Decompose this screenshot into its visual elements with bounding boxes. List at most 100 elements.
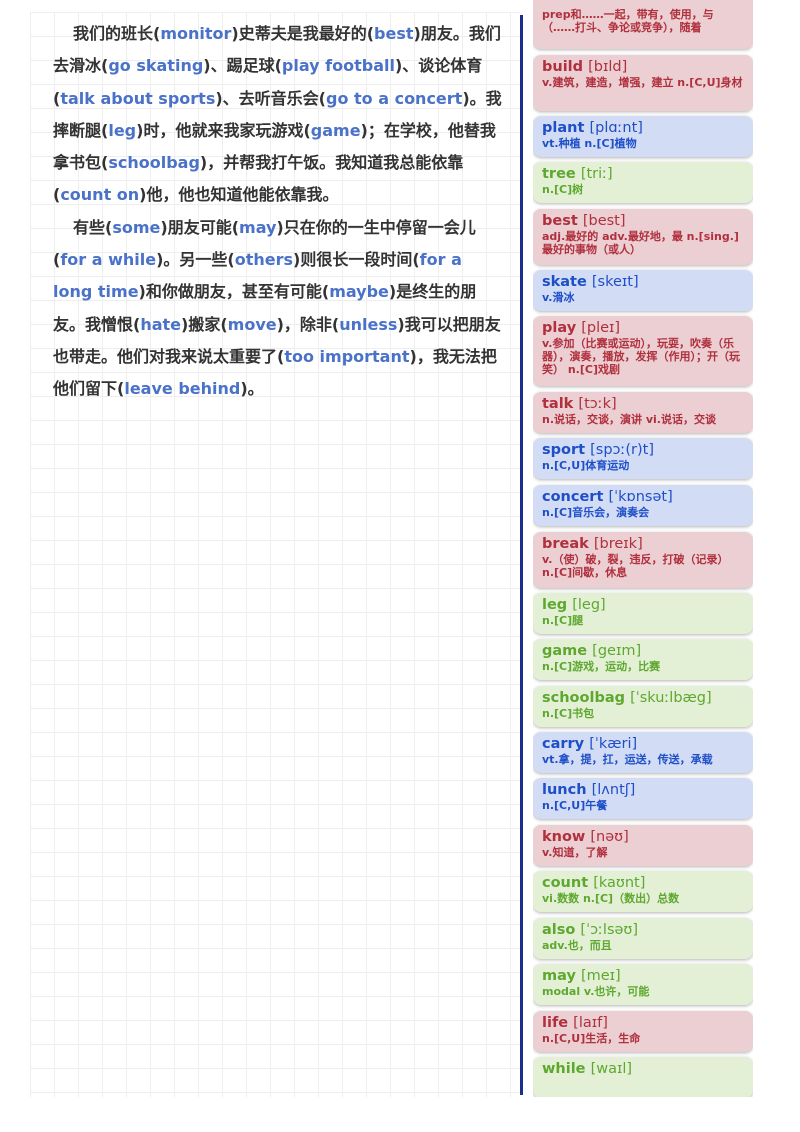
vocab-word: concert: [542, 489, 604, 505]
vocab-card: know [nəʊ] v.知道，了解: [533, 825, 753, 866]
vocab-word: know: [542, 829, 586, 845]
english-term: talk about sports: [60, 88, 216, 108]
vocab-definition: v.（使）破，裂，违反，打破（记录） n.[C]间歇，休息: [542, 553, 729, 579]
vocab-word: break: [542, 536, 589, 552]
passage-text: )我可以把朋友也带走。他们对我来说太重要了(: [53, 314, 501, 366]
vocab-definition: prep和……一起，带有，使用，与（……打斗、争论或竞争），随着: [542, 8, 714, 34]
passage-text: )是终生的朋友。我憎恨(: [53, 282, 477, 334]
english-term: go to a concert: [325, 88, 463, 108]
vocab-definition: modal v.也许，可能: [542, 985, 650, 998]
passage-text: )朋友。我们去滑冰(: [53, 24, 501, 76]
vocab-definition: v.建筑，建造，增强，建立 n.[C,U]身材: [542, 76, 743, 89]
english-term: hate: [140, 314, 182, 334]
vocab-definition: vt.拿，提，扛，运送，传送，承载: [542, 753, 713, 766]
vocab-phonetic: [plɑːnt]: [589, 120, 643, 136]
vocab-definition: v.参加（比赛或运动），玩耍，吹奏（乐器），演奏，播放，发挥（作用）；开（玩笑）…: [542, 337, 740, 376]
vocab-headword: while [waɪl]: [542, 1060, 744, 1078]
passage-text: )，除非(: [276, 314, 340, 334]
vocab-card: carry [ˈkæri] vt.拿，提，扛，运送，传送，承载: [533, 732, 753, 773]
vocab-card: skate [skeɪt] v.滑冰: [533, 270, 753, 311]
vocab-card: also [ˈɔːlsəʊ] adv.也，而且: [533, 918, 753, 959]
passage-text: )朋友可能(: [160, 217, 240, 237]
vocab-headword: also [ˈɔːlsəʊ]: [542, 921, 744, 939]
vocab-word: plant: [542, 120, 585, 136]
passage-text: )他，他也知道他能依靠我。: [139, 185, 339, 205]
vocab-card: prep和……一起，带有，使用，与（……打斗、争论或竞争），随着: [533, 0, 753, 49]
vocab-headword: talk [tɔːk]: [542, 395, 744, 413]
vocab-word: schoolbag: [542, 690, 625, 706]
passage-text: )和你做朋友，甚至有可能(: [138, 282, 330, 302]
vocab-phonetic: [nəʊ]: [590, 829, 629, 845]
vocab-headword: skate [skeɪt]: [542, 273, 744, 291]
vocab-word: carry: [542, 736, 585, 752]
vocab-phonetic: [triː]: [580, 166, 613, 182]
vocab-card: lunch [lʌntʃ] n.[C,U]午餐: [533, 778, 753, 819]
vocab-definition: n.[C]书包: [542, 707, 595, 720]
vocab-phonetic: [skeɪt]: [591, 274, 639, 290]
passage-text: )；在学校，他替我拿书包(: [53, 120, 496, 173]
vocab-headword: lunch [lʌntʃ]: [542, 781, 744, 799]
english-term: move: [227, 314, 277, 334]
passage-text: )时，他就来我家玩游戏(: [136, 120, 311, 140]
vocab-phonetic: [lʌntʃ]: [591, 782, 636, 798]
vocab-headword: schoolbag [ˈskuːlbæg]: [542, 689, 744, 707]
vocab-card: play [pleɪ] v.参加（比赛或运动），玩耍，吹奏（乐器），演奏，播放，发…: [533, 316, 753, 386]
vocab-definition: n.[C]音乐会，演奏会: [542, 506, 650, 519]
vocab-word: lunch: [542, 782, 587, 798]
passage-text: )只在你的一生中停留一会儿(: [53, 217, 476, 270]
vocab-word: skate: [542, 274, 587, 290]
vocab-phonetic: [pleɪ]: [581, 320, 621, 336]
grid-background: [30, 12, 520, 1097]
vocab-headword: play [pleɪ]: [542, 319, 744, 337]
vocab-definition: vt.种植 n.[C]植物: [542, 137, 637, 150]
vocab-word: build: [542, 59, 584, 75]
vocab-card: talk [tɔːk] n.说话，交谈，演讲 vi.说话，交谈: [533, 392, 753, 433]
vocab-card: best [best] adj.最好的 adv.最好地，最 n.[sing.]最好…: [533, 209, 753, 265]
vocab-word: while: [542, 1061, 586, 1077]
vocab-phonetic: [ˈkæri]: [589, 736, 638, 752]
passage-text: )。我摔断腿(: [53, 88, 502, 140]
vocab-card: game [geɪm] n.[C]游戏，运动，比赛: [533, 639, 753, 680]
vocab-card: leg [leg] n.[C]腿: [533, 593, 753, 634]
vocab-headword: carry [ˈkæri]: [542, 735, 744, 753]
english-term: too important: [284, 346, 410, 366]
vocab-definition: vi.数数 n.[C]（数出）总数: [542, 892, 680, 905]
vocab-word: leg: [542, 597, 568, 613]
passage-text: )，并帮我打午饭。我知道我总能依靠(: [53, 153, 464, 205]
vocab-card: concert [ˈkɒnsət] n.[C]音乐会，演奏会: [533, 485, 753, 526]
passage-text: )。: [240, 379, 264, 399]
vocab-card: may [meɪ] modal v.也许，可能: [533, 964, 753, 1005]
vocab-word: best: [542, 213, 578, 229]
passage-text: )搬家(: [181, 314, 228, 334]
vocab-headword: leg [leg]: [542, 596, 744, 614]
vocab-card: count [kaʊnt] vi.数数 n.[C]（数出）总数: [533, 871, 753, 912]
vocab-definition: n.[C,U]生活，生命: [542, 1032, 641, 1045]
vocab-phonetic: [waɪl]: [590, 1061, 633, 1077]
passage-text: )、踢足球(: [203, 56, 282, 76]
vocab-card: schoolbag [ˈskuːlbæg] n.[C]书包: [533, 686, 753, 727]
vocab-definition: n.说话，交谈，演讲 vi.说话，交谈: [542, 413, 716, 426]
vocab-word: tree: [542, 166, 576, 182]
reading-passage: 我们的班长(monitor)史蒂夫是我最好的(best)朋友。我们去滑冰(go …: [53, 18, 505, 406]
passage-text: )、谈论体育(: [53, 56, 483, 108]
english-term: best: [374, 24, 414, 43]
column-divider: [520, 15, 523, 1095]
vocab-word: play: [542, 320, 577, 336]
vocab-headword: best [best]: [542, 212, 744, 230]
passage-text: )史蒂夫是我最好的(: [231, 24, 375, 43]
vocab-headword: sport [spɔː(r)t]: [542, 441, 744, 459]
vocab-phonetic: [spɔː(r)t]: [590, 442, 655, 458]
vocab-definition: n.[C]树: [542, 183, 584, 196]
vocab-phonetic: [breɪk]: [593, 536, 643, 552]
english-term: count on: [60, 185, 140, 205]
vocab-phonetic: [meɪ]: [580, 968, 621, 984]
vocab-headword: break [breɪk]: [542, 535, 744, 553]
vocab-word: also: [542, 922, 576, 938]
vocab-word: may: [542, 968, 576, 984]
vocab-card: plant [plɑːnt] vt.种植 n.[C]植物: [533, 116, 753, 157]
vocab-headword: life [laɪf]: [542, 1014, 744, 1032]
vocab-headword: build [bɪld]: [542, 58, 744, 76]
vocab-headword: know [nəʊ]: [542, 828, 744, 846]
vocab-headword: game [geɪm]: [542, 642, 744, 660]
vocab-definition: n.[C]游戏，运动，比赛: [542, 660, 661, 673]
